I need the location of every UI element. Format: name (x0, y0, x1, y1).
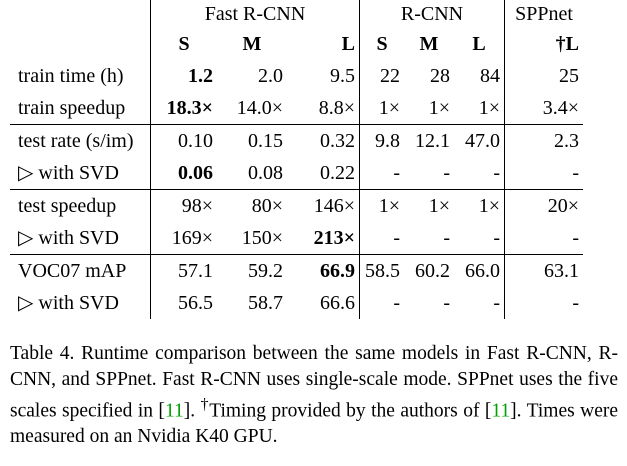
table-cell: - (359, 287, 404, 319)
table-cell: 1× (454, 189, 505, 222)
sub-header: M (419, 33, 439, 55)
table-row: test rate (s/im) 0.10 0.15 0.32 9.8 12.1 47.0 2… (10, 124, 583, 157)
table-cell: - (504, 222, 583, 255)
table-cell: 25 (504, 60, 583, 92)
table-cell: - (443, 292, 450, 314)
table-cell: 59.2 (217, 254, 287, 287)
caption-text: ]. (183, 400, 201, 422)
caption-text: ]. Times were measured on an Nvidia K40 … (10, 400, 619, 448)
table-cell: 0.10 (150, 124, 217, 157)
row-label: train speedup (18, 97, 126, 119)
table-cell: 56.5 (150, 287, 217, 319)
sub-header: S (359, 28, 404, 60)
row-label: ▷ with SVD (18, 227, 119, 249)
runtime-table-container: Fast R-CNN R-CNN SPPnet S M L S M L †L t… (10, 0, 583, 319)
table-cell: 2.0 (258, 65, 283, 87)
table-cell: 1× (478, 97, 500, 119)
table-cell: - (443, 227, 450, 249)
sub-header: L (472, 33, 486, 55)
table-cell: 1× (404, 189, 454, 222)
table-cell: 1× (428, 97, 450, 119)
table-cell: 57.1 (150, 254, 217, 287)
table-row: ▷ with SVD 0.06 0.08 0.22- - - - (10, 157, 583, 190)
group-header-fast-rcnn: Fast R-CNN (150, 0, 360, 28)
table-row: train time (h) 1.2 2.0 9.5 22 28 84 25 (10, 60, 583, 92)
table-cell: 146× (287, 189, 360, 222)
table-cell: 20× (504, 189, 583, 222)
sub-header: L (341, 33, 355, 55)
row-label: test speedup (10, 189, 151, 222)
table-cell: 22 (359, 60, 404, 92)
table-cell: 80× (217, 189, 287, 222)
table-cell: 169× (150, 222, 217, 255)
table-cell: 0.22 (320, 162, 355, 184)
table-row: VOC07 mAP 57.1 59.2 66.9 58.5 60.2 66.0 63.1 (10, 254, 583, 287)
sub-header: †L (504, 28, 583, 60)
table-cell: - (359, 222, 404, 255)
table-cell: 98× (150, 189, 217, 222)
citation-link[interactable]: 11 (164, 400, 184, 422)
table-body: train time (h) 1.2 2.0 9.5 22 28 84 25 train spe… (10, 60, 583, 319)
table-cell: 150× (241, 227, 283, 249)
caption-text: Timing provided by the authors of [ (209, 400, 492, 422)
group-header-row: Fast R-CNN R-CNN SPPnet (10, 0, 583, 28)
table-cell: 0.08 (248, 162, 283, 184)
table-cell: 66.9 (287, 254, 360, 287)
table-cell: 58.5 (359, 254, 404, 287)
table-cell: - (504, 157, 583, 190)
dagger-mark: † (200, 395, 210, 413)
sub-header: M (242, 33, 262, 55)
row-label: ▷ with SVD (18, 292, 119, 314)
table-cell: 14.0× (236, 97, 283, 119)
table-cell: 18.3× (150, 92, 217, 125)
table-cell: 8.8× (318, 97, 355, 119)
table-caption: Table 4. Runtime comparison between the … (10, 341, 618, 450)
table-cell: 28 (430, 65, 450, 87)
table-cell: 1× (359, 92, 404, 125)
caption-text: Table 4. Runtime comparison between the … (10, 343, 618, 422)
table-cell: 3.4× (504, 92, 583, 125)
table-cell: 0.32 (287, 124, 360, 157)
table-row: ▷ with SVD 169× 150× 213× - - - - (10, 222, 583, 255)
sub-header-row: S M L S M L †L (10, 28, 583, 60)
table-cell: - (504, 287, 583, 319)
table-cell: - (493, 227, 500, 249)
table-cell: - (443, 162, 450, 184)
table-cell: 66.6 (320, 292, 355, 314)
table-cell: 0.06 (150, 157, 217, 190)
table-row: ▷ with SVD 56.5 58.7 66.6- - - - (10, 287, 583, 319)
table-cell: 1.2 (150, 60, 217, 92)
table-cell: 2.3 (504, 124, 583, 157)
row-label: test rate (s/im) (10, 124, 151, 157)
table-cell: - (493, 162, 500, 184)
group-header-rcnn: R-CNN (359, 0, 505, 28)
table-cell: 66.0 (454, 254, 505, 287)
row-label: ▷ with SVD (18, 162, 119, 184)
table-row: train speedup 18.3× 14.0× 8.8× 1× 1× 1× 3.4× (10, 92, 583, 125)
row-label: train time (h) (18, 65, 124, 87)
table-cell: 12.1 (404, 124, 454, 157)
header-blank (10, 0, 151, 28)
sub-header-blank (10, 28, 151, 60)
table-cell: 47.0 (454, 124, 505, 157)
table-cell: 84 (480, 65, 500, 87)
group-header-sppnet: SPPnet (504, 0, 583, 28)
row-label: VOC07 mAP (10, 254, 151, 287)
table-cell: 9.8 (359, 124, 404, 157)
table-cell: 9.5 (330, 65, 355, 87)
table-cell: - (359, 157, 404, 190)
table-cell: 63.1 (504, 254, 583, 287)
citation-link[interactable]: 11 (491, 400, 511, 422)
table-row: test speedup 98× 80× 146× 1× 1× 1× 20× (10, 189, 583, 222)
table-cell: 1× (359, 189, 404, 222)
runtime-comparison-table: Fast R-CNN R-CNN SPPnet S M L S M L †L t… (10, 0, 583, 319)
table-cell: 60.2 (404, 254, 454, 287)
table-cell: - (493, 292, 500, 314)
sub-header: S (150, 28, 217, 60)
table-cell: 0.15 (217, 124, 287, 157)
table-cell: 213× (313, 227, 355, 249)
table-cell: 58.7 (248, 292, 283, 314)
